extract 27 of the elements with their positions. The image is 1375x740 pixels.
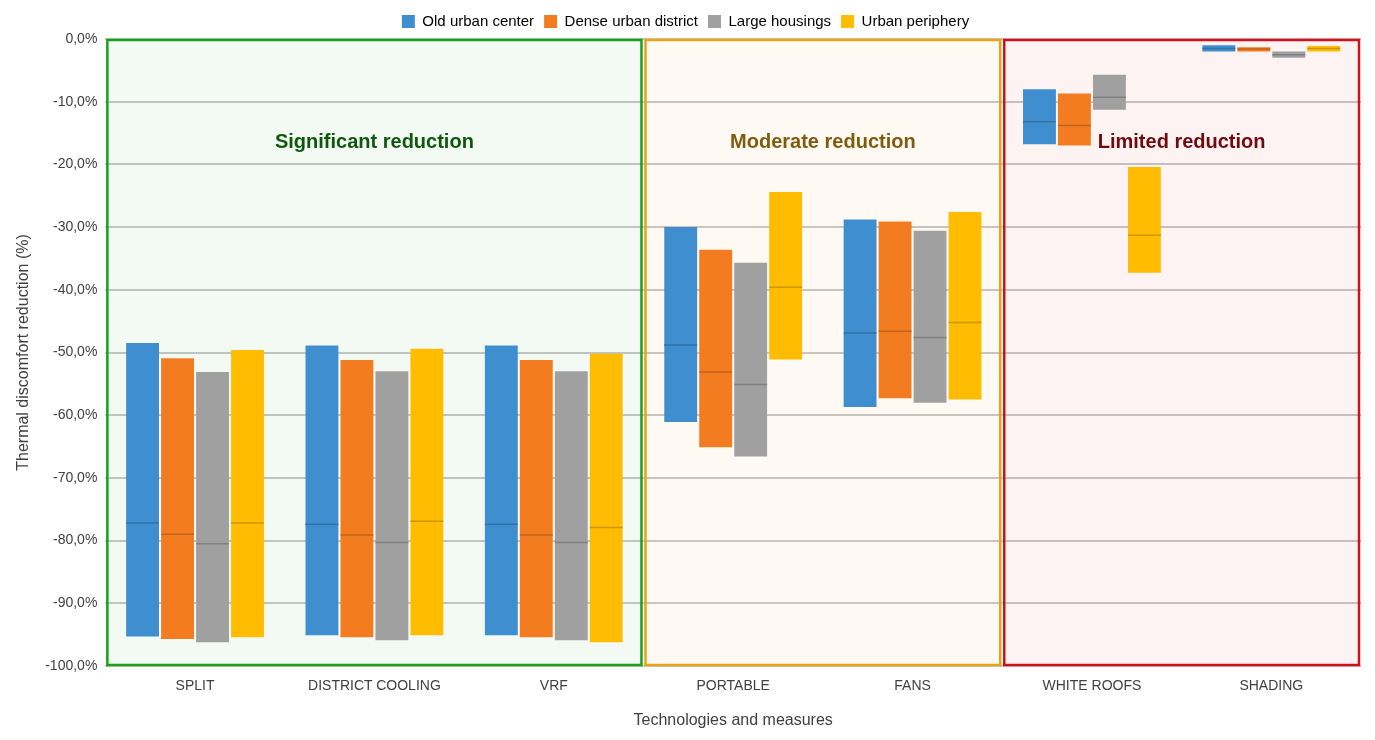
legend-label: Urban periphery <box>861 11 970 29</box>
y-tick-label: -60,0% <box>52 406 98 423</box>
y-tick-label: -100,0% <box>45 656 98 673</box>
y-tick-label: -90,0% <box>52 594 98 611</box>
x-tick-label: DISTRICT COOLING <box>308 677 441 694</box>
y-axis-title: Thermal discomfort reduction (%) <box>14 234 32 471</box>
y-tick-label: 0,0% <box>65 29 98 46</box>
y-tick-label: -20,0% <box>52 155 98 172</box>
band-label: Limited reduction <box>1097 129 1266 152</box>
y-tick-label: -50,0% <box>52 343 98 360</box>
band-label: Moderate reduction <box>730 129 916 152</box>
y-tick-label: -80,0% <box>52 531 98 548</box>
x-tick-label: SPLIT <box>175 677 215 694</box>
y-tick-label: -30,0% <box>52 217 98 234</box>
band-label: Significant reduction <box>274 129 474 152</box>
y-tick-label: -40,0% <box>52 280 98 297</box>
x-tick-label: SHADING <box>1239 677 1304 694</box>
legend-label: Large housings <box>728 11 832 29</box>
x-axis-title: Technologies and measures <box>633 710 833 728</box>
y-tick-label: -10,0% <box>52 92 98 109</box>
x-tick-label: WHITE ROOFS <box>1042 677 1142 694</box>
x-tick-label: PORTABLE <box>696 677 770 694</box>
x-tick-label: FANS <box>894 677 931 694</box>
legend-label: Old urban center <box>422 11 535 29</box>
y-tick-label: -70,0% <box>52 468 98 485</box>
x-tick-label: VRF <box>539 677 568 694</box>
legend-label: Dense urban district <box>564 11 699 29</box>
